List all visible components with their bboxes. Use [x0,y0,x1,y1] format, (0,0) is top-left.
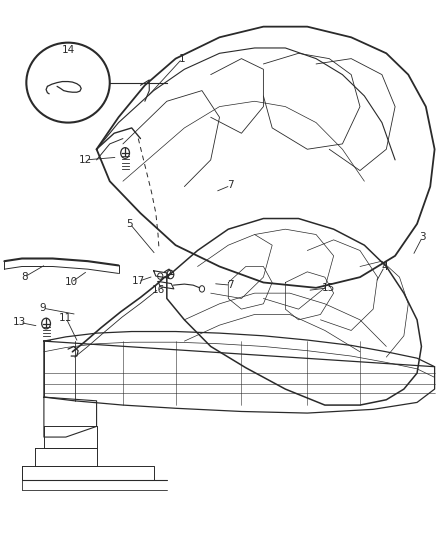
Text: 13: 13 [13,318,26,327]
Text: 5: 5 [126,219,133,229]
Text: 14: 14 [61,45,74,54]
Text: 7: 7 [226,280,233,290]
Text: 17: 17 [131,277,145,286]
Text: 15: 15 [321,283,334,293]
Text: 1: 1 [178,54,185,63]
Text: 16: 16 [152,286,165,295]
Text: 11: 11 [59,313,72,322]
Text: 10: 10 [64,278,78,287]
Text: 8: 8 [21,272,28,282]
Text: 12: 12 [79,155,92,165]
Text: 4: 4 [380,262,387,271]
Text: 9: 9 [39,303,46,313]
Text: 7: 7 [226,181,233,190]
Text: 3: 3 [418,232,425,242]
